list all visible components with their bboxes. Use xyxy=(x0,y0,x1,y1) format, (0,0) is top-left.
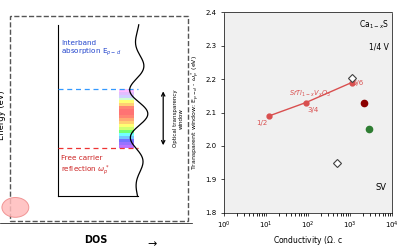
Text: Energy (eV): Energy (eV) xyxy=(0,90,6,140)
Bar xyxy=(119,94,134,98)
Bar xyxy=(119,106,134,110)
Bar xyxy=(119,136,134,139)
Bar xyxy=(119,124,134,127)
X-axis label: Conductivity ($\Omega$. c: Conductivity ($\Omega$. c xyxy=(273,234,343,247)
Text: SV: SV xyxy=(376,184,387,192)
Text: 5/6: 5/6 xyxy=(353,80,364,86)
Text: Interband
absorption E$_{p-d}$: Interband absorption E$_{p-d}$ xyxy=(62,40,122,58)
Bar xyxy=(119,118,134,121)
Text: 3/4: 3/4 xyxy=(308,106,319,112)
Ellipse shape xyxy=(2,198,29,217)
Text: 1/2: 1/2 xyxy=(256,120,267,126)
Bar xyxy=(119,110,134,112)
Y-axis label: Transparent window: E$_{p-d}$ - $\omega_p^*$ (eV): Transparent window: E$_{p-d}$ - $\omega_… xyxy=(190,55,202,170)
Bar xyxy=(119,130,134,133)
Bar xyxy=(119,88,134,92)
Bar xyxy=(119,104,134,106)
Bar xyxy=(119,115,134,118)
Bar xyxy=(119,121,134,124)
Text: 1/4 V: 1/4 V xyxy=(369,42,389,51)
Bar xyxy=(119,100,134,103)
Text: Free carrier
reflection $\omega_p^*$: Free carrier reflection $\omega_p^*$ xyxy=(62,156,110,178)
Bar xyxy=(119,112,134,115)
Bar xyxy=(119,133,134,136)
Text: Optical transparency
window: Optical transparency window xyxy=(173,90,184,147)
Bar xyxy=(119,145,134,148)
Bar xyxy=(119,98,134,100)
Bar xyxy=(119,139,134,142)
Text: DOS: DOS xyxy=(84,235,108,245)
Bar xyxy=(119,142,134,145)
Text: →: → xyxy=(147,239,157,249)
Text: SrTi$_{1-x}$V$_x$O$_3$: SrTi$_{1-x}$V$_x$O$_3$ xyxy=(289,89,331,99)
Bar xyxy=(119,92,134,94)
Text: Ca$_{1-x}$S: Ca$_{1-x}$S xyxy=(359,18,389,31)
Bar xyxy=(119,127,134,130)
